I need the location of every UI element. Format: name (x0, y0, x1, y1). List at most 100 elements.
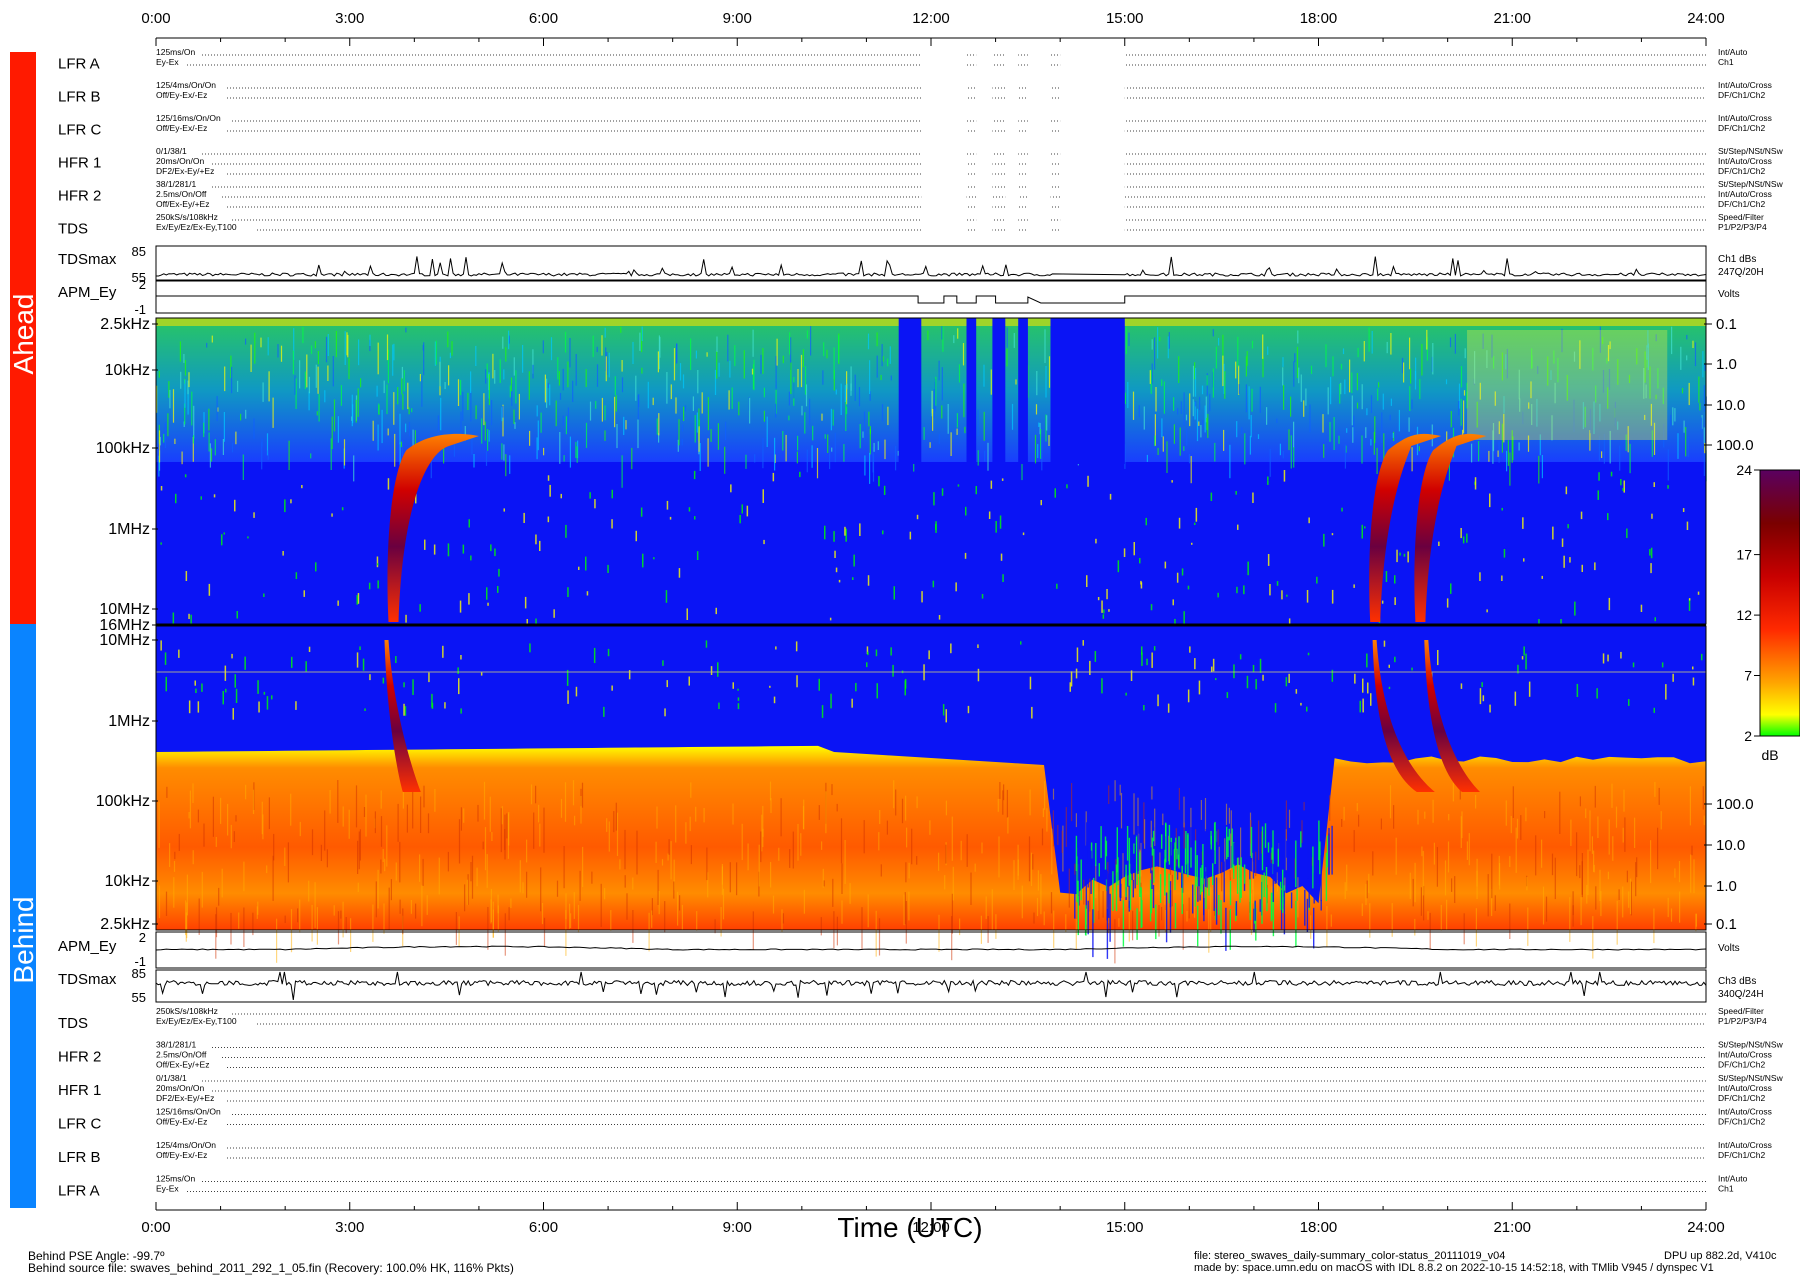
ahead-texture-streak (827, 434, 829, 453)
ahead-texture-streak (411, 408, 413, 413)
behind-texture-streak (1254, 900, 1256, 921)
ahead-texture-streak (1378, 382, 1380, 388)
ahead-texture-speck (1364, 526, 1366, 529)
ahead-texture-streak (658, 433, 660, 443)
behind-texture-streak (1498, 855, 1500, 886)
ahead-texture-streak (1294, 353, 1296, 363)
behind-texture-streak (1131, 835, 1133, 881)
ahead-texture-streak (1617, 359, 1619, 385)
behind-texture-streak (348, 809, 350, 839)
ahead-texture-streak (1039, 422, 1041, 435)
behind-texture-streak (380, 859, 382, 874)
behind-texture-streak (337, 780, 339, 823)
ahead-texture-streak (1361, 435, 1363, 464)
ahead-texture-streak (1554, 382, 1556, 404)
behind-texture-streak (778, 847, 780, 861)
ahead-texture-streak (790, 362, 792, 394)
behind-texture-speck (1525, 653, 1527, 670)
ahead-texture-streak (172, 389, 175, 423)
ahead-texture-streak (352, 404, 354, 424)
behind-texture-streak (1108, 873, 1110, 918)
ahead-texture-streak (262, 382, 264, 402)
ahead-texture-streak (1471, 443, 1473, 463)
behind-texture-streak (1358, 814, 1360, 827)
ahead-texture-streak (614, 376, 616, 396)
behind-texture-streak (198, 898, 200, 935)
ahead-texture-streak (332, 356, 334, 387)
ahead-texture-speck (640, 507, 643, 517)
ahead-texture-streak (1419, 379, 1421, 400)
behind-texture-speck (1094, 651, 1097, 662)
ahead-texture-streak (1392, 433, 1394, 438)
ahead-texture-streak (763, 410, 765, 422)
ahead-texture-streak (927, 330, 929, 341)
behind-texture-streak (1203, 898, 1205, 922)
behind-texture-streak (1139, 892, 1141, 912)
behind-radio-burst (1372, 640, 1435, 792)
behind-texture-speck (257, 680, 259, 694)
ahead-texture-speck (1697, 591, 1700, 595)
behind-texture-streak (762, 828, 764, 837)
ahead-texture-streak (1249, 435, 1251, 455)
ahead-texture-streak (931, 391, 933, 417)
behind-texture-streak (1093, 877, 1095, 923)
ahead-spectrogram: 2.5kHz10kHz100kHz1MHz10MHz16MHz0.11.010.… (96, 316, 1754, 634)
behind-texture-streak (230, 912, 232, 945)
ahead-texture-streak (605, 347, 607, 372)
ahead-texture-streak (167, 413, 169, 437)
ahead-texture-streak (1449, 337, 1452, 348)
behind-texture-streak (1591, 836, 1593, 854)
behind-texture-streak (747, 843, 749, 871)
behind-texture-streak (519, 860, 521, 893)
ahead-texture-streak (1366, 408, 1368, 416)
ahead-texture-streak (1279, 443, 1281, 456)
ahead-texture-speck (935, 521, 937, 533)
ahead-texture-speck (1172, 599, 1174, 606)
time-axis-label: 3:00 (335, 1219, 364, 1236)
ahead-texture-streak (1356, 373, 1358, 391)
ahead-texture-streak (695, 350, 697, 359)
ahead-texture-streak (1486, 350, 1488, 368)
behind-texture-streak (299, 899, 301, 933)
behind-texture-streak (466, 879, 468, 905)
behind-texture-speck (1211, 666, 1213, 673)
behind-texture-streak (1432, 799, 1434, 823)
status-row-label: LFR A (58, 56, 100, 73)
behind-texture-speck (1596, 688, 1598, 699)
ahead-texture-streak (224, 366, 226, 392)
ahead-texture-streak (595, 401, 597, 409)
behind-texture-streak (1032, 854, 1034, 870)
behind-texture-streak (1240, 827, 1242, 871)
behind-texture-streak (1112, 871, 1114, 911)
behind-texture-streak (1433, 842, 1435, 865)
behind-texture-streak (1569, 897, 1571, 942)
ahead-texture-streak (983, 364, 985, 387)
status-row-setting: 250kS/s/108kHz (156, 212, 218, 222)
behind-texture-streak (1159, 874, 1162, 903)
ahead-texture-streak (1186, 427, 1188, 446)
behind-texture-streak (406, 804, 408, 833)
ahead-texture-streak (575, 354, 577, 386)
ahead-texture-streak (1698, 376, 1700, 403)
behind-texture-streak (1626, 870, 1628, 883)
behind-texture-streak (530, 784, 533, 805)
ahead-texture-streak (337, 416, 339, 443)
ahead-texture-streak (1685, 427, 1687, 457)
ahead-texture-streak (1703, 448, 1705, 476)
behind-texture-streak (1296, 889, 1298, 901)
behind-texture-streak (1087, 849, 1089, 888)
behind-texture-streak (981, 842, 983, 854)
ahead-texture-streak (714, 369, 717, 395)
behind-texture-streak (1046, 808, 1048, 832)
ahead-texture-streak (156, 385, 158, 413)
ahead-texture-speck (844, 526, 846, 536)
behind-texture-streak (1653, 908, 1655, 944)
ahead-texture-speck (845, 528, 847, 542)
ahead-texture-streak (826, 349, 828, 359)
ahead-texture-streak (1463, 400, 1465, 434)
behind-texture-streak (1084, 909, 1087, 935)
behind-texture-streak (1136, 835, 1138, 885)
ahead-texture-speck (838, 579, 841, 583)
behind-texture-streak (1165, 822, 1167, 837)
ahead-texture-streak (1450, 411, 1452, 428)
